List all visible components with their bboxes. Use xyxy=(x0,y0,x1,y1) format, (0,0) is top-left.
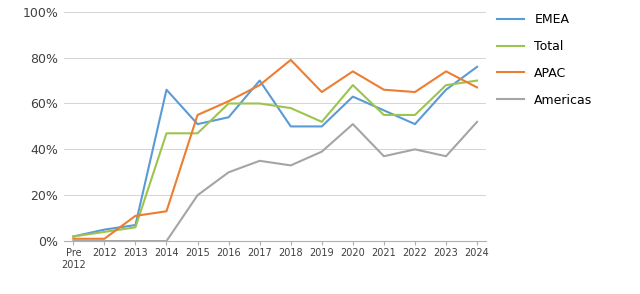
APAC xyxy=(318,90,326,94)
Total xyxy=(100,230,108,234)
APAC xyxy=(163,210,170,213)
APAC xyxy=(411,90,419,94)
EMEA xyxy=(380,108,388,112)
APAC xyxy=(225,99,232,103)
Total xyxy=(318,120,326,123)
EMEA xyxy=(194,122,202,126)
Americas xyxy=(411,148,419,151)
Total xyxy=(163,131,170,135)
EMEA xyxy=(225,116,232,119)
EMEA xyxy=(318,125,326,128)
EMEA xyxy=(256,79,264,82)
Line: EMEA: EMEA xyxy=(74,67,477,236)
Americas xyxy=(349,122,356,126)
APAC xyxy=(256,83,264,87)
EMEA xyxy=(473,65,481,69)
Americas xyxy=(100,239,108,243)
Total xyxy=(349,83,356,87)
APAC xyxy=(442,70,450,73)
APAC xyxy=(132,214,140,218)
Americas xyxy=(442,154,450,158)
EMEA xyxy=(70,235,77,238)
EMEA xyxy=(100,228,108,231)
Americas xyxy=(318,150,326,153)
APAC xyxy=(473,86,481,89)
EMEA xyxy=(163,88,170,91)
Americas xyxy=(287,164,294,167)
Americas xyxy=(194,193,202,197)
Line: Total: Total xyxy=(74,81,477,236)
Total xyxy=(194,131,202,135)
APAC xyxy=(70,237,77,240)
Total xyxy=(70,235,77,238)
Total xyxy=(256,102,264,105)
EMEA xyxy=(442,88,450,91)
EMEA xyxy=(287,125,294,128)
APAC xyxy=(380,88,388,91)
Americas xyxy=(225,171,232,174)
Total xyxy=(473,79,481,82)
EMEA xyxy=(132,223,140,227)
Americas xyxy=(70,239,77,243)
Total xyxy=(411,113,419,117)
Line: Americas: Americas xyxy=(74,122,477,241)
Americas xyxy=(256,159,264,163)
Line: APAC: APAC xyxy=(74,60,477,239)
APAC xyxy=(287,58,294,62)
Americas xyxy=(163,239,170,243)
Americas xyxy=(132,239,140,243)
Total xyxy=(380,113,388,117)
Total xyxy=(225,102,232,105)
Legend: EMEA, Total, APAC, Americas: EMEA, Total, APAC, Americas xyxy=(497,14,593,107)
Americas xyxy=(380,154,388,158)
EMEA xyxy=(349,95,356,98)
Americas xyxy=(473,120,481,123)
APAC xyxy=(194,113,202,117)
APAC xyxy=(349,70,356,73)
EMEA xyxy=(411,122,419,126)
Total xyxy=(442,83,450,87)
Total xyxy=(287,106,294,110)
APAC xyxy=(100,237,108,240)
Total xyxy=(132,225,140,229)
